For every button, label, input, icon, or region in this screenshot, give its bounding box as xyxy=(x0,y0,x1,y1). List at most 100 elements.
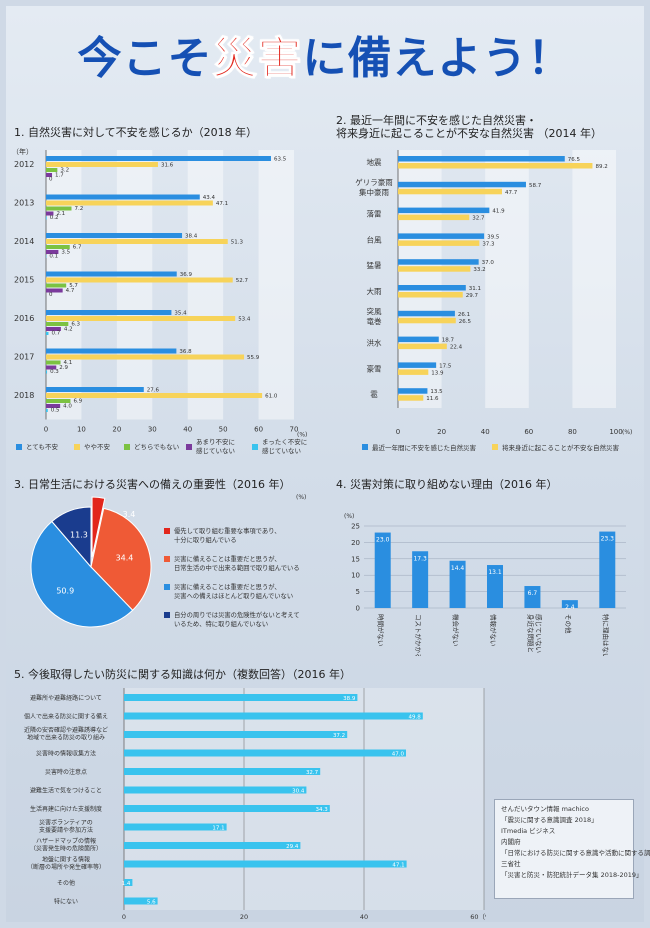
chart2-bar xyxy=(398,259,479,265)
chart2-category-label: 雹 xyxy=(370,390,378,399)
chart1-data-label: 4.7 xyxy=(66,288,75,294)
chart3-data-label: 34.4 xyxy=(116,554,134,563)
chart1-tick-label: 0 xyxy=(44,426,48,434)
chart1-legend-label: まったく不安に感じていない xyxy=(262,437,307,455)
chart2-tick-label: 20 xyxy=(437,428,446,436)
chart4-tick-label: 20 xyxy=(351,539,360,547)
chart2-data-label: 18.7 xyxy=(442,338,455,344)
chart1-tick-label: 30 xyxy=(148,426,157,434)
chart5-bar xyxy=(124,749,406,757)
chart1-anxiety-by-year: （年）(%)201263.531.63.21.70201343.447.17.2… xyxy=(12,147,307,455)
chart4-bar xyxy=(561,600,578,608)
chart1-data-label: 7.2 xyxy=(75,206,84,212)
chart2-tick-label: 100 xyxy=(609,428,622,436)
chart5-tick-label: 20 xyxy=(240,913,248,921)
chart1-legend-swatch xyxy=(16,444,22,450)
chart1-tick-label: 10 xyxy=(77,426,86,434)
chart2-disaster-types: 地震 76.5 89.2 ゲリラ豪雨集中豪雨 58.7 47.7 落雷 41.9 32.7 台風 3… xyxy=(355,150,632,452)
chart1-bar xyxy=(46,365,57,370)
chart5-category-label: ハザードマップの情報（災害発生時の危険箇所） xyxy=(30,837,102,853)
chart1-bar xyxy=(46,168,58,172)
chart5-category-label: 避難所や避難経路について xyxy=(30,694,102,702)
chart1-data-label: 6.3 xyxy=(71,322,80,328)
chart1-title: 1. 自然災害に対して不安を感じるか（2018 年） xyxy=(14,126,258,139)
chart2-data-label: 39.5 xyxy=(487,234,500,240)
chart2-category-label: 大雨 xyxy=(367,286,382,296)
chart1-legend-label: あまり不安に感じていない xyxy=(196,437,235,455)
chart1-unit: (%) xyxy=(297,432,307,439)
chart1-data-label: 31.6 xyxy=(161,163,174,169)
chart2-data-label: 32.7 xyxy=(472,216,485,222)
chart2-bar xyxy=(398,156,565,162)
source-line: 三省社 xyxy=(501,860,521,868)
chart1-bar xyxy=(46,322,69,326)
chart5-data-label: 32.7 xyxy=(306,770,319,776)
chart1-bar xyxy=(46,271,177,277)
chart5-data-label: 17.1 xyxy=(212,826,224,832)
chart2-category-label: ゲリラ豪雨集中豪雨 xyxy=(355,177,393,197)
chart1-tick-label: 60 xyxy=(254,426,263,434)
chart2-bar xyxy=(398,188,502,195)
chart2-legend-label: 最近一年間に不安を感じた自然災害 xyxy=(372,443,477,452)
chart4-data-label: 23.3 xyxy=(601,536,615,543)
chart1-legend-swatch xyxy=(74,444,80,450)
chart1-data-label: 36.8 xyxy=(179,349,192,355)
chart2-data-label: 31.1 xyxy=(469,286,481,292)
chart2-category-label: 洪水 xyxy=(367,338,382,348)
chart5-data-label: 29.4 xyxy=(286,844,299,850)
chart2-category-label: 落雷 xyxy=(367,209,382,219)
chart3-legend-label: 災害に備えることは重要だと思うが、災害への備えはほとんど取り組んでいない xyxy=(174,582,293,600)
chart2-data-label: 11.6 xyxy=(426,396,439,402)
chart3-preparedness-pie: (%) 3.4 34.4 50.9 11.3 優先して取り組む重要な事項であり、十分に取り… xyxy=(30,494,306,628)
chart1-bar xyxy=(46,327,61,331)
chart3-slice xyxy=(30,520,134,628)
chart2-bar xyxy=(398,240,480,246)
chart2-bar xyxy=(398,336,439,343)
chart1-bar xyxy=(46,370,48,374)
sources-box: せんだいタウン情報 machico 「震災に関する意識調査 2018」 ITme… xyxy=(494,799,650,899)
chart1-category-label: 2017 xyxy=(14,353,34,362)
chart5-bar xyxy=(124,879,133,886)
chart4-data-label: 14.4 xyxy=(451,565,465,572)
chart1-data-label: 0.3 xyxy=(50,369,59,375)
title-part-1: 今こそ xyxy=(77,33,213,84)
chart1-category-label: 2016 xyxy=(14,314,34,323)
chart1-data-label: 6.9 xyxy=(73,399,82,405)
chart1-bar xyxy=(46,239,228,244)
chart1-data-label: 27.6 xyxy=(147,388,160,394)
chart1-data-label: 0.1 xyxy=(49,254,58,260)
chart5-title: 5. 今後取得したい防災に関する知識は何か（複数回答）（2016 年） xyxy=(14,668,351,681)
chart1-bar xyxy=(46,399,71,403)
chart2-title-line: 2. 最近一年間に不安を感じた自然災害・ xyxy=(336,114,537,127)
chart5-data-label: 38.9 xyxy=(343,696,356,702)
chart2-bar xyxy=(398,207,490,214)
chart5-data-label: 47.0 xyxy=(392,752,405,758)
chart2-data-label: 29.7 xyxy=(466,293,479,299)
chart1-bar xyxy=(46,404,61,408)
chart1-category-label: 2018 xyxy=(14,391,34,400)
chart1-legend-swatch xyxy=(124,444,130,450)
chart1-data-label: 0 xyxy=(49,292,53,298)
chart1-data-label: 43.4 xyxy=(203,195,216,201)
chart2-data-label: 26.5 xyxy=(459,319,472,325)
chart5-data-label: 1.4 xyxy=(122,881,131,887)
chart4-bar xyxy=(599,531,616,608)
chart3-slice xyxy=(51,506,92,569)
chart5-bar xyxy=(124,805,330,812)
chart4-tick-label: 15 xyxy=(351,555,360,563)
chart1-data-label: 3.5 xyxy=(61,250,70,256)
chart5-bar xyxy=(124,694,358,701)
chart2-tick-label: 40 xyxy=(481,428,490,436)
chart1-data-label: 52.7 xyxy=(236,278,249,284)
chart2-data-label: 33.2 xyxy=(473,267,485,273)
chart1-bar xyxy=(46,162,158,167)
chart1-bar xyxy=(46,233,183,238)
chart5-category-label: その他 xyxy=(57,879,75,887)
chart4-unit: (%) xyxy=(344,513,354,520)
chart4-bar xyxy=(524,586,541,608)
chart3-data-label: 11.3 xyxy=(70,530,88,539)
chart2-data-label: 58.7 xyxy=(529,183,542,189)
chart1-category-label: 2012 xyxy=(14,160,34,169)
chart1-data-label: 38.4 xyxy=(185,234,198,240)
chart1-data-label: 0.2 xyxy=(50,215,59,221)
